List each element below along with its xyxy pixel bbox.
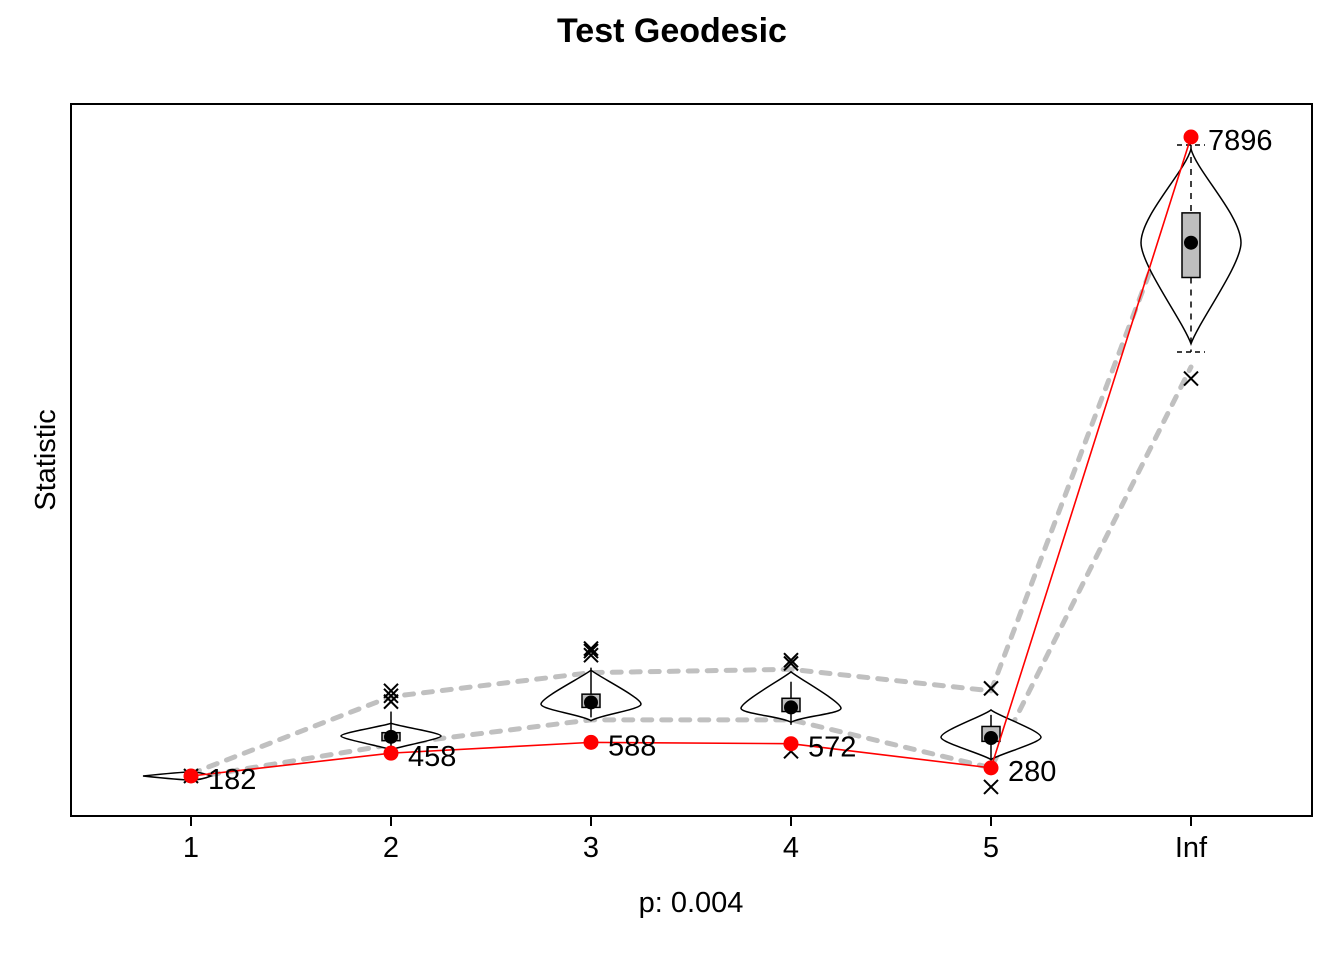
outlier-high	[583, 643, 599, 659]
observed-label: 7896	[1208, 125, 1273, 157]
envelope-lower-line	[188, 364, 1194, 781]
observed-line	[190, 136, 1192, 777]
violin-layer	[142, 144, 1242, 795]
outlier-high	[983, 680, 999, 697]
median-point	[384, 729, 398, 744]
outlier-high	[383, 693, 399, 710]
envelope-layer	[188, 160, 1194, 781]
observed-label: 588	[608, 730, 656, 762]
observed-layer: 182 458 588 572 280 7896	[183, 125, 1273, 796]
x-tick-label: 2	[383, 832, 399, 864]
chart-title: Test Geodesic	[557, 12, 787, 50]
outlier-high	[583, 647, 599, 663]
x-axis-label: p: 0.004	[639, 887, 744, 919]
violin-shape	[142, 771, 214, 781]
x-tick-label: Inf	[1175, 832, 1208, 864]
observed-point	[1183, 129, 1199, 145]
median-point	[1184, 235, 1198, 250]
outlier-low	[1183, 370, 1199, 387]
median-point	[584, 695, 598, 710]
x-tick-label: 1	[183, 832, 199, 864]
observed-point	[583, 734, 599, 750]
plot-area	[70, 103, 1313, 817]
observed-label: 572	[808, 732, 856, 764]
observed-point	[183, 768, 199, 784]
outlier-high	[383, 688, 399, 704]
observed-point	[383, 745, 399, 761]
median-point	[984, 731, 998, 746]
y-axis-label: Statistic	[30, 409, 62, 511]
outlier-high	[783, 652, 799, 668]
x-tick-layer: 1 2 3 4 5 Inf	[183, 816, 1208, 864]
outlier-high	[583, 640, 599, 657]
median-point	[784, 700, 798, 715]
outlier-high	[383, 683, 399, 699]
observed-label: 458	[408, 741, 456, 773]
outlier-low	[983, 779, 999, 795]
envelope-upper-line	[188, 160, 1194, 777]
x-tick-label: 3	[583, 832, 599, 864]
x-tick-label: 5	[983, 832, 999, 864]
x-tick-label: 4	[783, 832, 799, 864]
observed-label: 280	[1008, 756, 1056, 788]
observed-point	[783, 736, 799, 752]
observed-point	[983, 760, 999, 776]
observed-label: 182	[208, 764, 256, 796]
outlier-high	[783, 655, 799, 672]
